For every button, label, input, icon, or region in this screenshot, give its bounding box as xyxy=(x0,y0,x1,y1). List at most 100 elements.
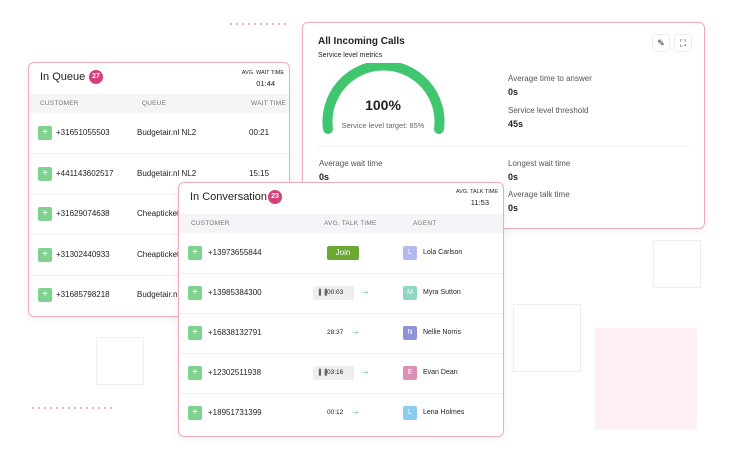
gauge-label: Service level target: 85% xyxy=(341,121,425,130)
metric-value: 0s xyxy=(319,172,330,182)
queue-name: Budgetair.nl NL2 xyxy=(137,128,197,137)
metric-label: Average wait time xyxy=(319,159,383,168)
expand-button[interactable]: ⛶ xyxy=(674,34,692,52)
conversation-card: In Conversation 23 AVG. TALK TIME 11:53 … xyxy=(178,182,504,437)
count-badge: 27 xyxy=(89,70,103,84)
metric-value: 0s xyxy=(508,172,519,182)
phone: +31629074638 xyxy=(56,209,110,218)
queue-name: Budgetair.nl NL2 xyxy=(137,168,197,178)
phone: +18951731399 xyxy=(208,408,262,417)
queue-name: Cheapticket xyxy=(137,249,180,259)
agent-name: Lena Holmes xyxy=(423,409,465,416)
phone: +12302511938 xyxy=(208,368,262,377)
column-header: CUSTOMER xyxy=(40,100,79,107)
card-subtitle: Service level metrics xyxy=(318,52,383,59)
wait-time: 00:21 xyxy=(249,128,270,137)
avatar: L xyxy=(403,406,417,420)
phone: +441143602517 xyxy=(56,168,114,178)
metric-value: 0s xyxy=(508,87,519,97)
gauge-arc xyxy=(322,63,445,134)
queue-name: Budgetair.nl xyxy=(137,290,180,299)
call-button[interactable]: + xyxy=(38,166,52,181)
divider xyxy=(318,146,691,147)
stat-label: AVG. WAIT TIME xyxy=(241,70,284,76)
join-button[interactable]: Join xyxy=(327,246,359,260)
decor-dots xyxy=(30,406,112,410)
call-button[interactable]: + xyxy=(188,286,202,300)
row-divider xyxy=(179,273,503,274)
call-button[interactable]: + xyxy=(38,126,52,140)
wait-time: 15:15 xyxy=(249,168,270,178)
avatar: L xyxy=(403,246,417,260)
column-header: AGENT xyxy=(413,220,437,227)
decor-square xyxy=(653,240,701,288)
row-divider xyxy=(29,234,289,235)
avatar: M xyxy=(403,286,417,300)
card-title: All Incoming Calls xyxy=(318,36,405,47)
transfer-arrow[interactable]: → xyxy=(360,366,370,377)
decor-square xyxy=(513,304,581,372)
column-header: QUEUE xyxy=(142,100,167,107)
gauge-value: 100% xyxy=(365,97,401,113)
decor-square xyxy=(96,337,144,385)
edit-button[interactable]: ✎ xyxy=(652,34,670,52)
row-divider xyxy=(179,393,503,394)
avatar: N xyxy=(403,326,417,340)
talk-time: 00:12 xyxy=(327,409,344,416)
phone: +31685798218 xyxy=(56,290,110,299)
phone: +31302440933 xyxy=(56,249,110,259)
agent-name: Myra Sutton xyxy=(423,289,461,296)
transfer-arrow[interactable]: → xyxy=(360,286,370,297)
metric-value: 45s xyxy=(508,119,524,129)
count-badge: 23 xyxy=(268,190,282,204)
call-button[interactable]: + xyxy=(38,207,52,221)
transfer-arrow[interactable]: → xyxy=(350,326,360,337)
phone: +13985384300 xyxy=(208,288,262,297)
talk-time: 28:37 xyxy=(327,329,344,336)
column-header: WAIT TIME xyxy=(251,100,286,107)
phone: +16838132791 xyxy=(208,328,262,337)
agent-name: Nellie Norris xyxy=(423,329,462,336)
queue-name: Cheapticket xyxy=(137,209,180,218)
phone: +31651055503 xyxy=(56,128,110,137)
talk-box xyxy=(313,366,354,380)
pause-icon: ❚❚ xyxy=(317,289,329,296)
avatar: E xyxy=(403,366,417,380)
phone: +13973655844 xyxy=(208,248,262,257)
agent-name: Lola Carlson xyxy=(423,249,463,256)
pause-icon: ❚❚ xyxy=(317,369,329,376)
decor-square xyxy=(595,328,697,430)
row-divider xyxy=(29,274,289,276)
table-header xyxy=(179,214,503,233)
call-button[interactable]: + xyxy=(188,406,202,420)
card-title: In Queue xyxy=(40,71,86,83)
metric-label: Service level threshold xyxy=(508,106,589,115)
call-button[interactable]: + xyxy=(38,247,52,262)
column-header: AVG. TALK TIME xyxy=(324,220,377,227)
metric-label: Average time to answer xyxy=(508,74,592,83)
table-header xyxy=(29,94,289,113)
metric-label: Average talk time xyxy=(508,190,570,199)
call-button[interactable]: + xyxy=(188,326,202,340)
metric-value: 0s xyxy=(508,203,519,213)
decor-dots xyxy=(228,22,286,26)
row-divider xyxy=(29,193,289,195)
metric-label: Longest wait time xyxy=(508,159,571,168)
card-title: In Conversation xyxy=(190,191,268,203)
column-header: CUSTOMER xyxy=(191,220,230,227)
agent-name: Evan Dean xyxy=(423,369,458,376)
stat-label: AVG. TALK TIME xyxy=(455,189,498,195)
talk-box xyxy=(313,286,354,300)
gauge xyxy=(322,63,445,134)
stat-value: 01:44 xyxy=(256,79,275,88)
row-divider xyxy=(179,353,503,354)
call-button[interactable]: + xyxy=(188,246,202,260)
row-divider xyxy=(179,313,503,314)
row-divider xyxy=(29,153,289,154)
call-button[interactable]: + xyxy=(38,288,52,302)
call-button[interactable]: + xyxy=(188,366,202,380)
talk-time: 03:16 xyxy=(327,369,344,376)
transfer-arrow[interactable]: → xyxy=(350,406,360,417)
stat-value: 11:53 xyxy=(470,198,489,207)
